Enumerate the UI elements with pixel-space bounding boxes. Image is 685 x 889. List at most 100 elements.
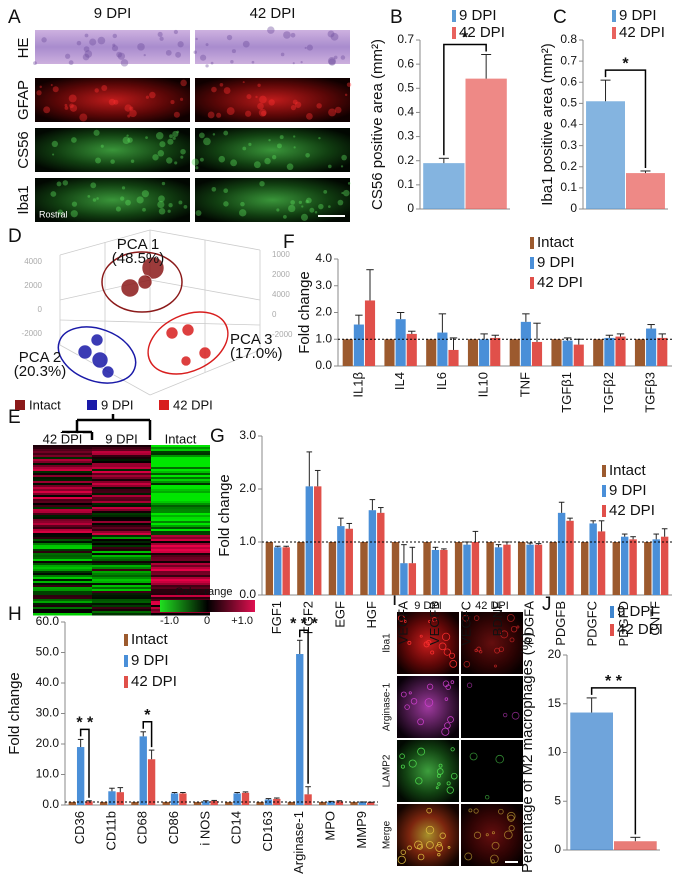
- x-tick-label: CNTF: [648, 601, 663, 636]
- bar: [604, 337, 615, 366]
- heatmap-cell: [33, 501, 92, 504]
- heatmap-cell: [151, 473, 210, 476]
- row-label: HE: [15, 38, 32, 59]
- x-tick-label: EGF: [332, 601, 347, 628]
- heatmap-cell: [92, 495, 151, 498]
- panel-label: H: [8, 604, 22, 625]
- texture: [212, 133, 216, 136]
- bar: [367, 802, 375, 805]
- heatmap-cell: [33, 521, 92, 524]
- bar: [629, 539, 637, 595]
- bar: [454, 542, 463, 595]
- bar: [503, 544, 511, 595]
- bar: [116, 792, 124, 805]
- texture: [248, 142, 252, 147]
- heatmap-cell: [33, 503, 92, 506]
- x-tick-label: FGF1: [269, 601, 284, 634]
- heatmap-cell: [151, 535, 210, 538]
- texture: [276, 208, 280, 212]
- bar: [531, 341, 543, 366]
- bar: [589, 523, 597, 595]
- cell: [419, 634, 423, 638]
- heatmap-cell: [151, 509, 210, 512]
- texture: [328, 108, 337, 117]
- row-label: LAMP2: [382, 754, 393, 787]
- heatmap-cell: [151, 565, 210, 568]
- heatmap-cell: [33, 505, 92, 508]
- texture: [65, 53, 71, 59]
- cell: [464, 852, 473, 861]
- legend-swatch: [124, 676, 128, 688]
- y-tick-label: 0.5: [560, 96, 577, 110]
- texture: [172, 136, 176, 140]
- heatmap-cell: [151, 587, 210, 590]
- texture: [340, 55, 346, 60]
- y-tick-label: 0.0: [315, 358, 332, 372]
- heatmap-cell: [92, 557, 151, 560]
- heatmap-cell: [92, 485, 151, 488]
- heatmap-cell: [92, 471, 151, 474]
- bar: [327, 801, 335, 805]
- heatmap-cell: [92, 535, 151, 538]
- heatmap-cell: [92, 501, 151, 504]
- heatmap-cell: [151, 561, 210, 564]
- tissue: [195, 178, 350, 222]
- bar: [557, 512, 566, 595]
- bar: [581, 542, 589, 595]
- pca-grid-label: 0: [272, 310, 277, 319]
- texture: [290, 105, 297, 111]
- bar: [534, 544, 543, 595]
- sample: [90, 333, 104, 347]
- texture: [127, 137, 133, 143]
- tissue: [195, 30, 350, 64]
- texture: [314, 210, 318, 214]
- y-tick-label: 0.7: [560, 53, 577, 67]
- heatmap-cell: [151, 585, 210, 588]
- heatmap-cell: [151, 595, 210, 598]
- heatmap-cell: [33, 523, 92, 526]
- heatmap-cell: [33, 593, 92, 596]
- texture: [195, 37, 198, 41]
- texture: [301, 205, 304, 208]
- cell: [491, 841, 500, 850]
- cell: [441, 727, 450, 736]
- bar: [360, 542, 368, 595]
- legend-swatch: [602, 465, 606, 477]
- texture: [257, 102, 264, 110]
- heatmap-cell: [33, 483, 92, 486]
- heatmap-cell: [33, 529, 92, 532]
- heatmap-cell: [151, 573, 210, 576]
- pca-axis-name: PCA 1: [117, 236, 160, 253]
- texture: [203, 137, 211, 146]
- cluster: [101, 251, 183, 313]
- heatmap-cell: [151, 511, 210, 514]
- bar: [471, 542, 480, 595]
- y-tick-label: 1.0: [239, 534, 256, 548]
- significance-label: * * *: [290, 616, 318, 633]
- heatmap-cell: [33, 531, 92, 534]
- texture: [334, 106, 342, 114]
- heatmap-cell: [92, 561, 151, 564]
- heatmap-cell: [151, 525, 210, 528]
- heatmap-cell: [33, 445, 92, 448]
- stain: [461, 676, 523, 738]
- cell: [417, 718, 424, 726]
- heatmap-cell: [151, 491, 210, 494]
- texture: [79, 113, 88, 122]
- significance-label: *: [622, 55, 629, 72]
- texture: [231, 49, 236, 54]
- texture: [327, 30, 335, 38]
- stain: [397, 804, 459, 866]
- texture: [267, 26, 275, 34]
- x-tick-label: CD11b: [103, 811, 118, 851]
- cell: [423, 641, 430, 648]
- bar: [319, 801, 327, 805]
- heatmap-cell: [151, 503, 210, 506]
- heatmap-cell: [92, 507, 151, 510]
- pca-grid-label: 2000: [24, 281, 42, 290]
- texture: [276, 143, 282, 149]
- pca-grid-label: -2000: [22, 329, 43, 338]
- heatmap-cell: [92, 499, 151, 502]
- x-tick-label: IL10: [476, 372, 491, 397]
- heatmap-cell: [92, 465, 151, 468]
